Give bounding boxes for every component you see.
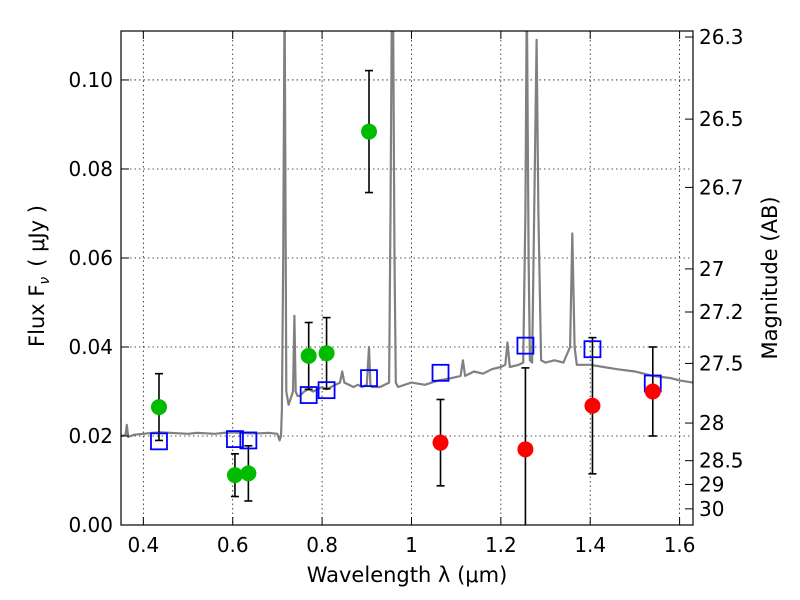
y-tick-label: 0.10 xyxy=(68,68,113,92)
y-axis-title-main: Flux F xyxy=(25,285,49,347)
y2-tick-label: 27.5 xyxy=(699,351,744,375)
axis-ticks: 0.4 0.6 0.8 1 1.2 1.4 1.6 0.00 0.02 0.04 0.06 0.08 0… xyxy=(68,25,743,557)
y2-tick-label: 28 xyxy=(699,411,724,435)
grid-lines xyxy=(121,31,693,526)
optical-detection-point xyxy=(226,467,243,484)
nir-detection-point xyxy=(644,383,661,400)
y-tick-label: 0.02 xyxy=(68,424,113,448)
y2-tick-label: 28.5 xyxy=(699,449,744,473)
y2-tick-label: 26.7 xyxy=(699,175,744,199)
model-photometry-point xyxy=(583,340,602,359)
model-photometry-point xyxy=(360,369,378,388)
model-photometry-point xyxy=(516,336,535,355)
model-photometry-point xyxy=(226,430,244,449)
y2-tick-label: 27.2 xyxy=(699,300,744,324)
x-tick-label: 1.4 xyxy=(574,533,606,557)
y2-tick-label: 27 xyxy=(699,257,724,281)
y2-tick-label: 26.5 xyxy=(699,107,744,131)
y-axis-title-unit: ( μJy ) xyxy=(25,205,49,267)
plot-area xyxy=(121,31,693,525)
x-tick-label: 0.4 xyxy=(127,533,159,557)
optical-detection-point xyxy=(240,465,257,482)
model-photometry-point xyxy=(299,386,318,404)
nir-detection-point xyxy=(432,434,449,451)
y-tick-label: 0.04 xyxy=(68,335,113,359)
model-photometry-point xyxy=(431,363,450,382)
y-tick-label: 0.00 xyxy=(68,513,113,537)
optical-detection-point xyxy=(318,345,335,362)
y-axis-title-subscript: ν xyxy=(37,277,53,285)
x-axis-title: Wavelength λ (μm) xyxy=(307,563,508,587)
optical-detection-point xyxy=(300,347,317,364)
y2-tick-label: 29 xyxy=(699,472,724,496)
y2-tick-label: 30 xyxy=(699,497,724,521)
y-tick-label: 0.08 xyxy=(68,157,113,181)
y-axis-title-text: Flux Fν ( μJy ) xyxy=(25,205,53,347)
optical-detection-point xyxy=(361,123,378,140)
nir-detection-point xyxy=(584,397,601,414)
y-axis-title: Flux Fν ( μJy ) xyxy=(25,205,53,347)
y2-axis-title: Magnitude (AB) xyxy=(758,196,782,359)
y-tick-label: 0.06 xyxy=(68,246,113,270)
model-photometry-point xyxy=(150,432,168,451)
optical-detection-point xyxy=(150,399,167,416)
x-tick-label: 1.2 xyxy=(485,533,517,557)
x-tick-label: 0.8 xyxy=(306,533,338,557)
x-tick-label: 0.6 xyxy=(217,533,249,557)
nir-detection-point xyxy=(517,441,534,458)
x-tick-label: 1.6 xyxy=(664,533,696,557)
x-tick-label: 1 xyxy=(405,533,418,557)
plot-frame xyxy=(120,30,694,526)
model-photometry-point xyxy=(239,431,258,450)
y2-tick-label: 26.3 xyxy=(699,25,744,49)
spectrum-line xyxy=(121,31,693,442)
model-photometry-point xyxy=(317,381,336,400)
